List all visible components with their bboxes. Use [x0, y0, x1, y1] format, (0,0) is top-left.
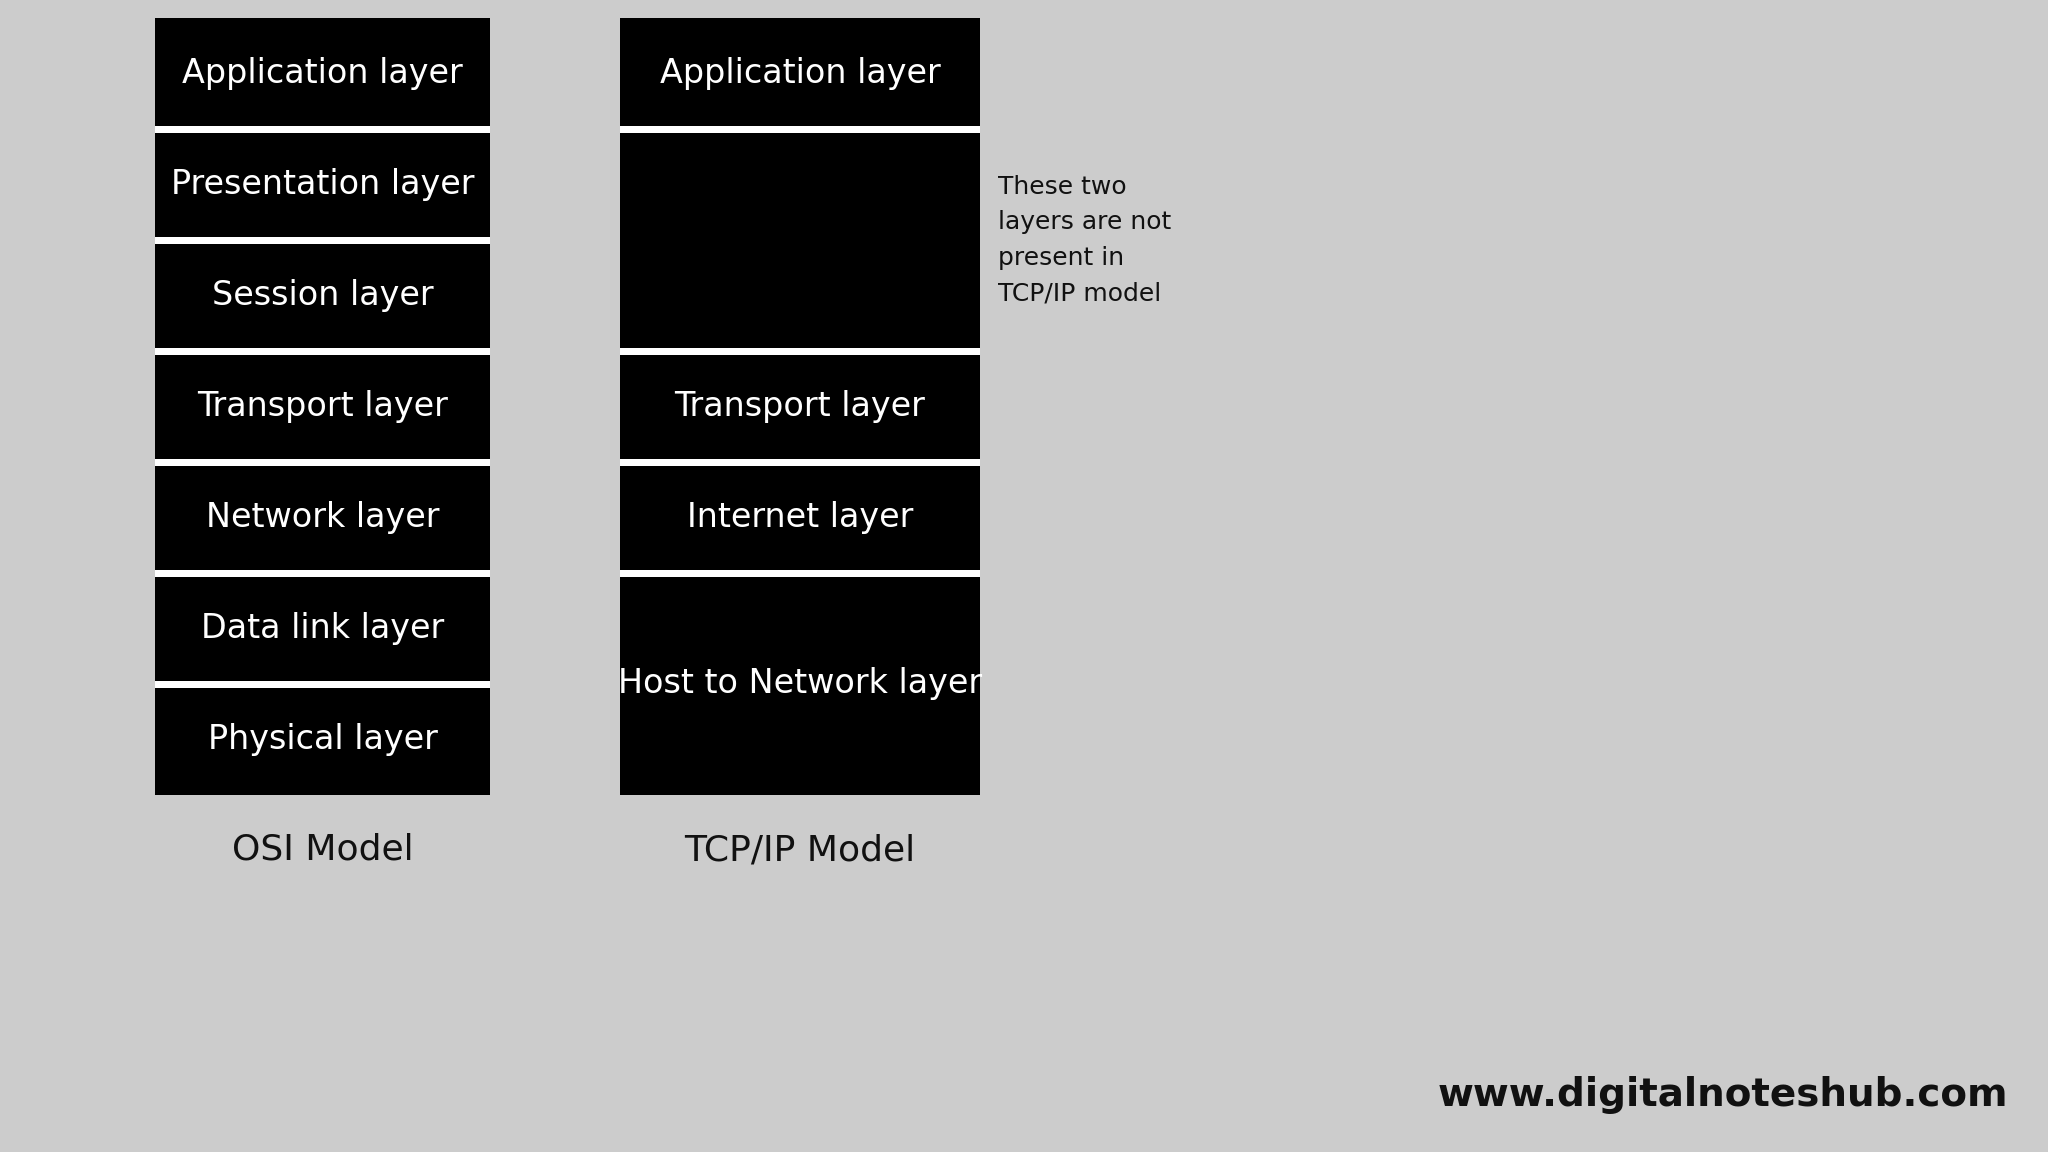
Bar: [621, 569, 981, 576]
Bar: [156, 18, 489, 129]
Text: Internet layer: Internet layer: [686, 501, 913, 535]
Text: Physical layer: Physical layer: [207, 723, 438, 756]
Bar: [156, 462, 489, 573]
Text: Network layer: Network layer: [205, 501, 438, 535]
Text: www.digitalnoteshub.com: www.digitalnoteshub.com: [1438, 1076, 2007, 1114]
Bar: [156, 236, 489, 243]
Text: Host to Network layer: Host to Network layer: [618, 667, 983, 700]
Bar: [156, 569, 489, 576]
Text: Data link layer: Data link layer: [201, 612, 444, 645]
Bar: [621, 573, 981, 795]
Bar: [156, 573, 489, 684]
Bar: [156, 348, 489, 355]
Text: OSI Model: OSI Model: [231, 833, 414, 867]
Text: Transport layer: Transport layer: [674, 391, 926, 423]
Bar: [156, 684, 489, 795]
Text: Application layer: Application layer: [659, 56, 940, 90]
Text: TCP/IP Model: TCP/IP Model: [684, 833, 915, 867]
Bar: [621, 458, 981, 465]
Bar: [156, 129, 489, 240]
Bar: [156, 458, 489, 465]
Bar: [621, 351, 981, 462]
Bar: [156, 681, 489, 688]
Bar: [621, 348, 981, 355]
Text: These two
layers are not
present in
TCP/IP model: These two layers are not present in TCP/…: [997, 175, 1171, 305]
Bar: [156, 351, 489, 462]
Bar: [156, 126, 489, 132]
Bar: [156, 240, 489, 351]
Text: Session layer: Session layer: [211, 279, 434, 312]
Text: Presentation layer: Presentation layer: [170, 168, 475, 200]
Bar: [621, 129, 981, 351]
Bar: [621, 462, 981, 573]
Text: Transport layer: Transport layer: [197, 391, 449, 423]
Text: Application layer: Application layer: [182, 56, 463, 90]
Bar: [621, 18, 981, 129]
Bar: [621, 126, 981, 132]
